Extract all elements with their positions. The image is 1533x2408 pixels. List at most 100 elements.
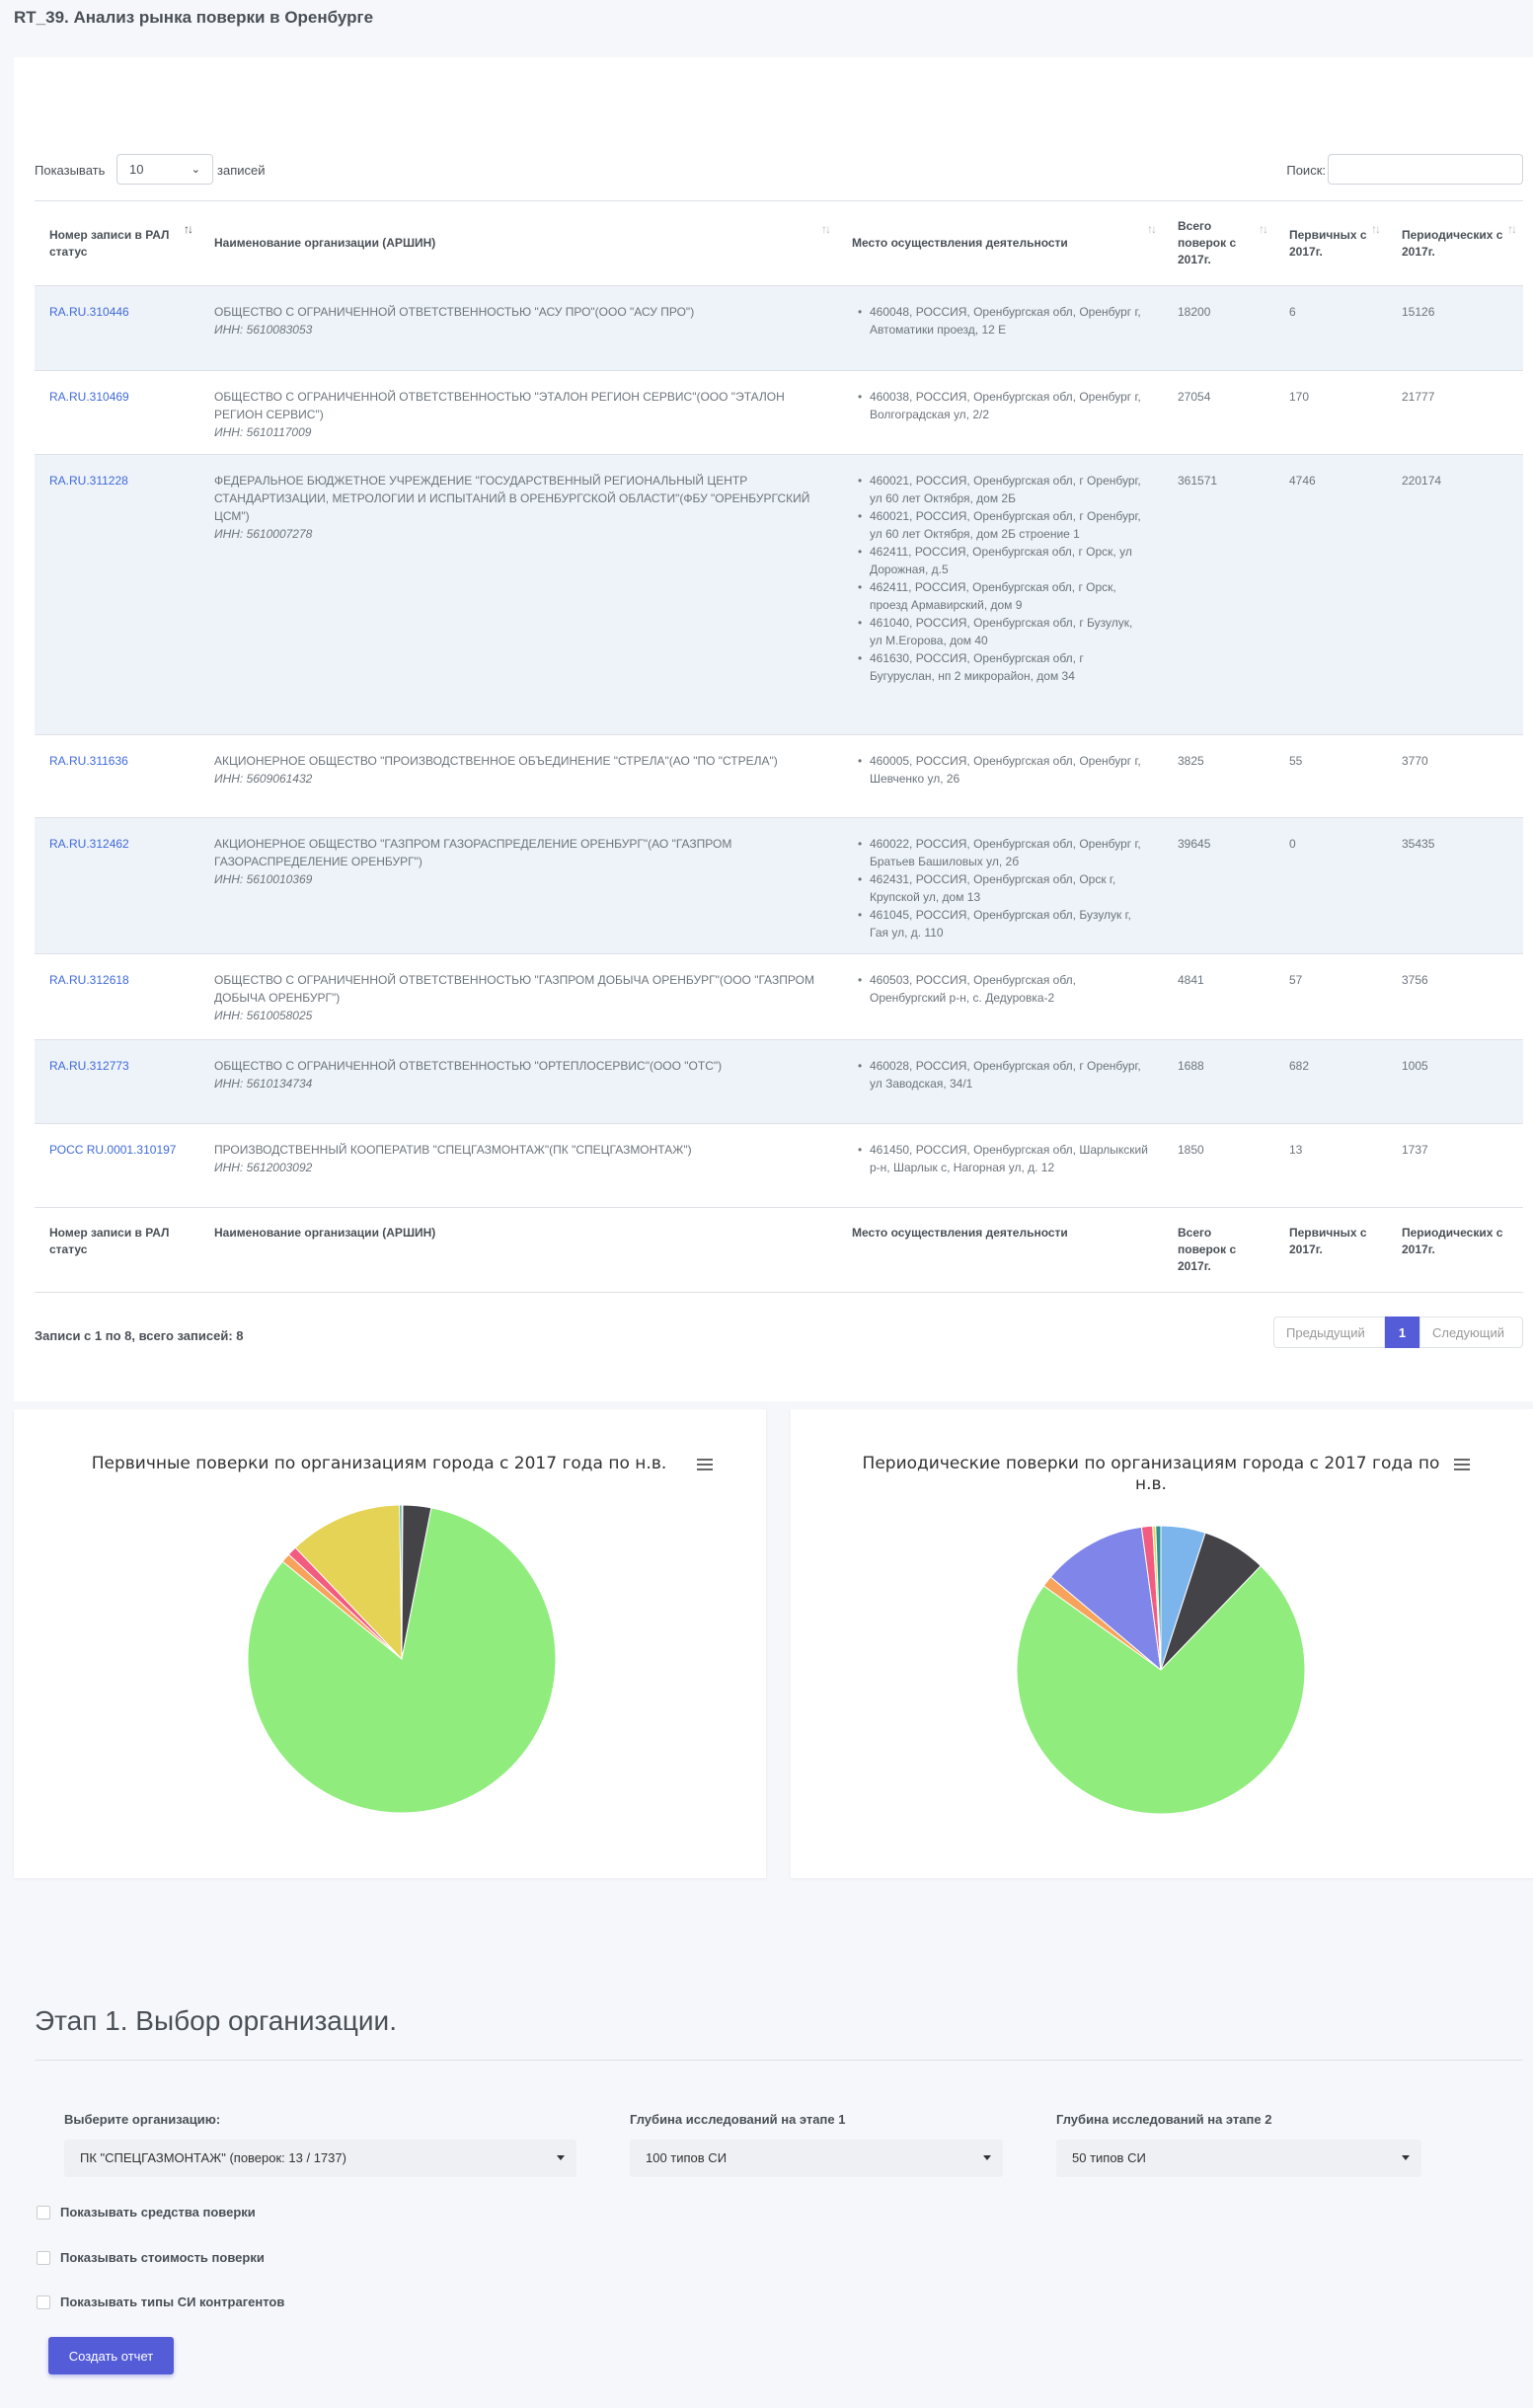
depth2-select[interactable]: 50 типов СИ [1056, 2140, 1421, 2177]
table-row: RA.RU.312462 АКЦИОНЕРНОЕ ОБЩЕСТВО "ГАЗПРО… [35, 817, 1523, 954]
address-item: 461630, РОССИЯ, Оренбургская обл, г Бугу… [858, 649, 1148, 685]
address-item: 460005, РОССИЯ, Оренбургская обл, Оренбу… [858, 752, 1148, 788]
page-title: RT_39. Анализ рынка поверки в Оренбурге [14, 8, 374, 27]
address-list: 460028, РОССИЯ, Оренбургская обл, г Орен… [852, 1057, 1148, 1092]
table-row: RA.RU.311228 ФЕДЕРАЛЬНОЕ БЮДЖЕТНОЕ УЧРЕЖД… [35, 454, 1523, 735]
header-periodic[interactable]: Периодических с 2017г. ↑↓ [1387, 200, 1523, 286]
pie-slice-RA.RU.312462[interactable] [1049, 1526, 1162, 1672]
pagination-prev[interactable]: Предыдущий [1273, 1317, 1385, 1348]
table-row: РОСС RU.0001.310197 ПРОИЗВОДСТВЕННЫЙ КООП… [35, 1123, 1523, 1208]
cell-periodic: 35435 [1387, 817, 1523, 954]
record-link[interactable]: RA.RU.311228 [49, 474, 128, 488]
org-name: ОБЩЕСТВО С ОГРАНИЧЕННОЙ ОТВЕТСТВЕННОСТЬЮ… [214, 1059, 723, 1073]
table-info: Записи с 1 по 8, всего записей: 8 [35, 1328, 244, 1343]
table-row: RA.RU.310446 ОБЩЕСТВО С ОГРАНИЧЕННОЙ ОТВЕ… [35, 285, 1523, 371]
org-select[interactable]: ПК "СПЕЦГАЗМОНТАЖ" (поверок: 13 / 1737) [64, 2140, 576, 2177]
depth1-value: 100 типов СИ [646, 2150, 728, 2165]
org-inn: ИНН: 5610083053 [214, 323, 313, 337]
record-link[interactable]: RA.RU.310446 [49, 305, 129, 319]
cell-org: ПРОИЗВОДСТВЕННЫЙ КООПЕРАТИВ "СПЕЦГАЗМОНТ… [199, 1123, 837, 1208]
org-inn: ИНН: 5610010369 [214, 872, 313, 886]
address-list: 460503, РОССИЯ, Оренбургская обл, Оренбу… [852, 971, 1148, 1007]
cell-total: 39645 [1163, 817, 1274, 954]
pie-slice-RA.RU.311228[interactable] [247, 1507, 557, 1814]
cell-periodic: 3770 [1387, 734, 1523, 818]
org-name: ФЕДЕРАЛЬНОЕ БЮДЖЕТНОЕ УЧРЕЖДЕНИЕ "ГОСУДА… [214, 474, 810, 523]
menu-icon[interactable] [1454, 1459, 1470, 1472]
cell-address: 461450, РОССИЯ, Оренбургская обл, Шарлык… [837, 1123, 1163, 1208]
cell-number: РОСС RU.0001.310197 [35, 1123, 199, 1208]
footer-number: Номер записи в РАЛ статус [35, 1207, 199, 1293]
header-org[interactable]: Наименование организации (АРШИН) ↑↓ [199, 200, 837, 286]
checkbox-show-tools[interactable]: Показывать средства поверки [37, 2204, 256, 2220]
footer-primary: Первичных с 2017г. [1274, 1207, 1387, 1293]
cell-number: RA.RU.312773 [35, 1039, 199, 1124]
cell-total: 3825 [1163, 734, 1274, 818]
cell-address: 460021, РОССИЯ, Оренбургская обл, г Орен… [837, 454, 1163, 735]
header-number[interactable]: Номер записи в РАЛ статус ↑↓ [35, 200, 199, 286]
record-link[interactable]: RA.RU.312618 [49, 973, 129, 987]
header-primary[interactable]: Первичных с 2017г. ↑↓ [1274, 200, 1387, 286]
address-item: 460022, РОССИЯ, Оренбургская обл, Оренбу… [858, 835, 1148, 870]
cell-address: 460022, РОССИЯ, Оренбургская обл, Оренбу… [837, 817, 1163, 954]
pagination-page-1[interactable]: 1 [1385, 1317, 1419, 1348]
checkbox-box[interactable] [37, 2205, 50, 2220]
record-link[interactable]: RA.RU.312773 [49, 1059, 129, 1073]
cell-org: ФЕДЕРАЛЬНОЕ БЮДЖЕТНОЕ УЧРЕЖДЕНИЕ "ГОСУДА… [199, 454, 837, 735]
address-item: 462431, РОССИЯ, Оренбургская обл, Орск г… [858, 870, 1148, 906]
length-suffix: записей [217, 163, 266, 178]
pie-slice-РОСС RU.0001.310197[interactable] [1155, 1525, 1162, 1671]
periodic-chart-title: Периодические поверки по организациям го… [862, 1454, 1440, 1494]
length-select[interactable]: 10 ⌄ [116, 154, 213, 185]
pie-slice-РОСС RU.0001.310197[interactable] [399, 1504, 403, 1660]
cell-org: ОБЩЕСТВО С ОГРАНИЧЕННОЙ ОТВЕТСТВЕННОСТЬЮ… [199, 953, 837, 1040]
org-inn: ИНН: 5609061432 [214, 772, 313, 786]
menu-icon[interactable] [697, 1459, 713, 1472]
pie-slice-RA.RU.311228[interactable] [1016, 1565, 1306, 1815]
footer-address: Место осуществления деятельности [837, 1207, 1163, 1293]
cell-primary: 170 [1274, 370, 1387, 455]
stage-title: Этап 1. Выбор организации. [35, 2005, 397, 2036]
cell-primary: 55 [1274, 734, 1387, 818]
create-report-button[interactable]: Создать отчет [48, 2337, 174, 2374]
org-inn: ИНН: 5610117009 [214, 425, 312, 439]
org-inn: ИНН: 5610007278 [214, 527, 313, 541]
record-link[interactable]: РОСС RU.0001.310197 [49, 1143, 177, 1157]
checkbox-show-cost[interactable]: Показывать стоимость поверки [37, 2249, 265, 2265]
sort-icon: ↑↓ [1147, 222, 1157, 236]
address-list: 460038, РОССИЯ, Оренбургская обл, Оренбу… [852, 388, 1148, 423]
cell-total: 4841 [1163, 953, 1274, 1040]
record-link[interactable]: RA.RU.310469 [49, 390, 129, 404]
depth2-value: 50 типов СИ [1072, 2150, 1146, 2165]
header-total[interactable]: Всего поверок с 2017г. ↑↓ [1163, 200, 1274, 286]
table-row: RA.RU.310469 ОБЩЕСТВО С ОГРАНИЧЕННОЙ ОТВЕ… [35, 370, 1523, 455]
search-input[interactable] [1328, 154, 1523, 185]
org-name: ПРОИЗВОДСТВЕННЫЙ КООПЕРАТИВ "СПЕЦГАЗМОНТ… [214, 1143, 692, 1157]
cell-number: RA.RU.310469 [35, 370, 199, 455]
address-item: 460503, РОССИЯ, Оренбургская обл, Оренбу… [858, 971, 1148, 1007]
checkbox-show-types[interactable]: Показывать типы СИ контрагентов [37, 2294, 284, 2309]
address-item: 460048, РОССИЯ, Оренбургская обл, Оренбу… [858, 303, 1148, 339]
depth2-label: Глубина исследований на этапе 2 [1056, 2112, 1272, 2127]
header-address[interactable]: Место осуществления деятельности ↑↓ [837, 200, 1163, 286]
sort-icon: ↑↓ [1507, 222, 1517, 236]
cell-number: RA.RU.312462 [35, 817, 199, 954]
table-controls: Показывать 10 ⌄ записей Поиск: [35, 154, 1523, 188]
pagination-next[interactable]: Следующий [1419, 1317, 1523, 1348]
depth1-select[interactable]: 100 типов СИ [630, 2140, 1003, 2177]
org-name: ОБЩЕСТВО С ОГРАНИЧЕННОЙ ОТВЕТСТВЕННОСТЬЮ… [214, 973, 814, 1005]
table-row: RA.RU.311636 АКЦИОНЕРНОЕ ОБЩЕСТВО "ПРОИЗВ… [35, 734, 1523, 818]
checkbox-box[interactable] [37, 2295, 50, 2309]
cell-periodic: 21777 [1387, 370, 1523, 455]
footer-periodic: Периодических с 2017г. [1387, 1207, 1523, 1293]
caret-down-icon [1402, 2155, 1410, 2160]
cell-number: RA.RU.310446 [35, 285, 199, 371]
footer-total: Всего поверок с 2017г. [1163, 1207, 1274, 1293]
pie-slice-RA.RU.312773[interactable] [294, 1504, 403, 1661]
record-link[interactable]: RA.RU.311636 [49, 754, 128, 768]
sort-icon: ↑↓ [1259, 222, 1268, 236]
checkbox-box[interactable] [37, 2250, 50, 2265]
cell-periodic: 3756 [1387, 953, 1523, 1040]
cell-total: 1688 [1163, 1039, 1274, 1124]
record-link[interactable]: RA.RU.312462 [49, 837, 129, 851]
